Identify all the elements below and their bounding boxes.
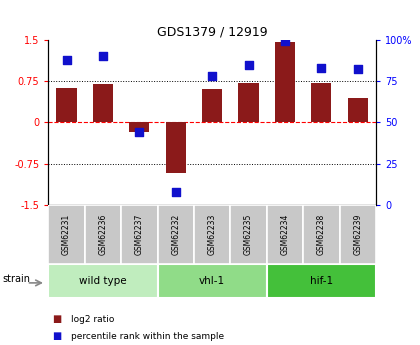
Text: percentile rank within the sample: percentile rank within the sample (71, 332, 225, 341)
Text: GSM62238: GSM62238 (317, 214, 326, 255)
Point (136, 130, 143, 135)
Point (318, 65, 325, 71)
Bar (158, 205, 194, 264)
Text: GSM62234: GSM62234 (281, 214, 289, 255)
Point (100, 53, 106, 59)
Bar (267, 264, 376, 298)
Text: ■: ■ (52, 332, 62, 341)
Text: ■: ■ (52, 314, 62, 324)
Point (172, 189, 179, 195)
Text: GSM62232: GSM62232 (171, 214, 180, 255)
Bar (311, 83, 331, 122)
Bar (348, 98, 368, 122)
Bar (239, 83, 259, 122)
Point (209, 73, 215, 79)
Text: GSM62236: GSM62236 (98, 214, 108, 255)
Bar (93, 84, 113, 122)
Bar (202, 89, 222, 122)
Bar (121, 205, 158, 264)
Text: hif-1: hif-1 (310, 276, 333, 286)
Text: GSM62235: GSM62235 (244, 214, 253, 255)
Text: vhl-1: vhl-1 (199, 276, 225, 286)
Text: GSM62239: GSM62239 (353, 214, 362, 255)
Bar (129, 122, 150, 132)
Point (63, 57, 70, 62)
Bar (85, 205, 121, 264)
Bar (57, 88, 76, 122)
Text: wild type: wild type (79, 276, 127, 286)
Bar (158, 264, 267, 298)
Point (281, 39, 288, 44)
Text: GSM62231: GSM62231 (62, 214, 71, 255)
Bar (48, 264, 158, 298)
Bar (275, 42, 295, 122)
Text: GSM62233: GSM62233 (207, 214, 217, 255)
Bar (303, 205, 339, 264)
Title: GDS1379 / 12919: GDS1379 / 12919 (157, 26, 268, 39)
Bar (194, 205, 230, 264)
Text: GSM62237: GSM62237 (135, 214, 144, 255)
Bar (48, 205, 85, 264)
Bar (165, 122, 186, 173)
Bar (267, 205, 303, 264)
Bar (339, 205, 376, 264)
Point (245, 62, 252, 67)
Point (354, 67, 361, 72)
Text: strain: strain (2, 275, 30, 284)
Bar (230, 205, 267, 264)
Text: log2 ratio: log2 ratio (71, 315, 115, 324)
